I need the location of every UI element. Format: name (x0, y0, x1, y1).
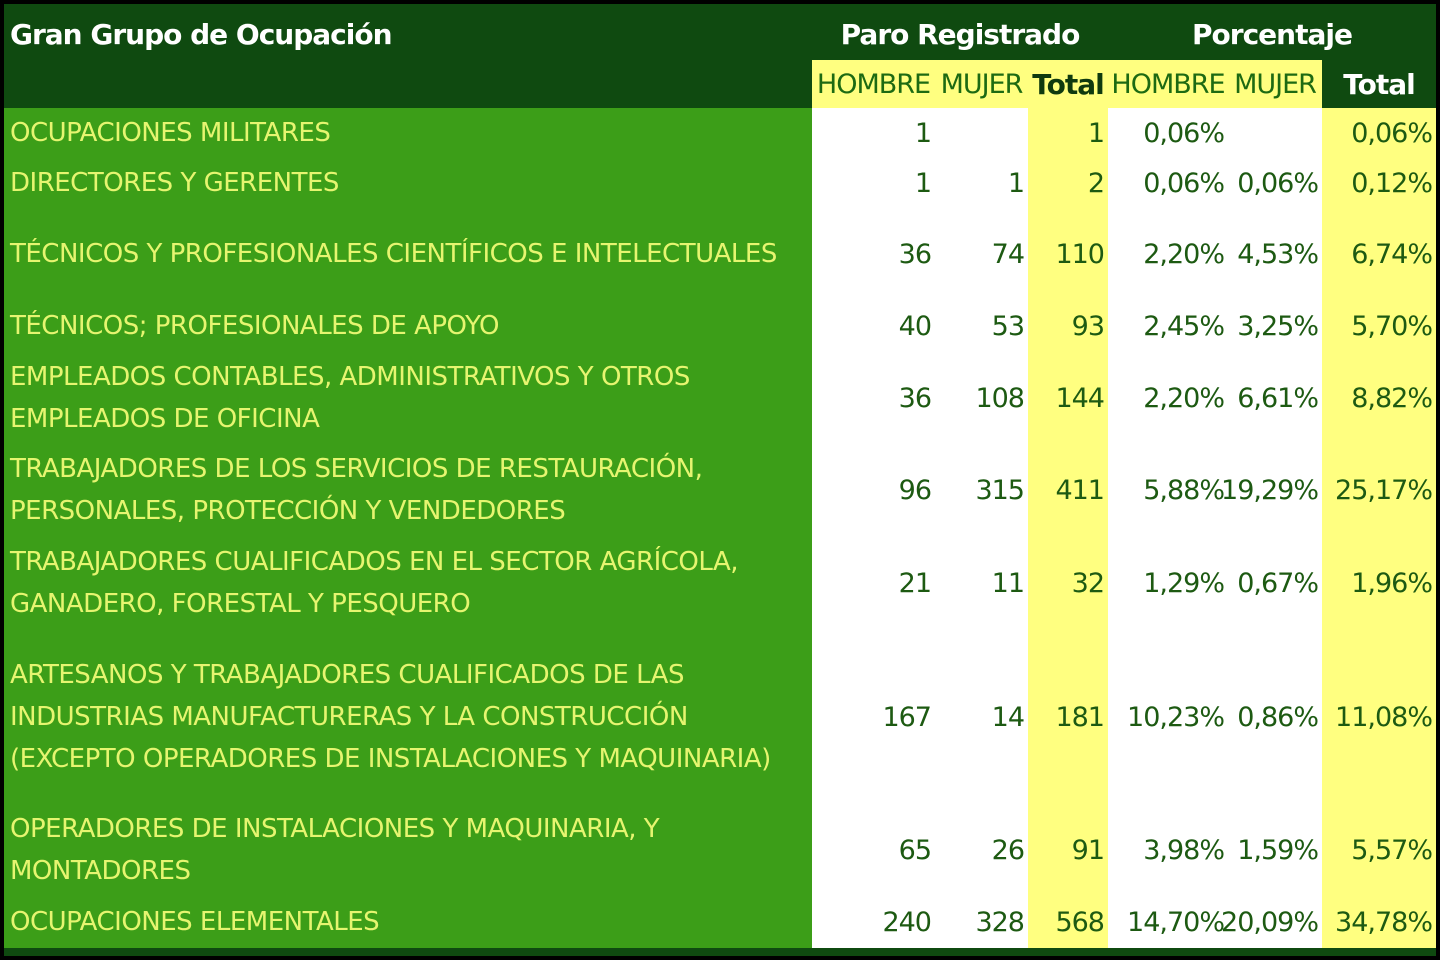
cell: 4,53% (1228, 208, 1322, 300)
cell (1228, 108, 1322, 158)
group-header: Porcentaje (1192, 17, 1353, 51)
row-label: OCUPACIONES ELEMENTALES (4, 896, 812, 948)
cell: 2 (1028, 158, 1108, 208)
cell: 10,23% (1108, 630, 1228, 804)
cell: 1 (935, 158, 1028, 208)
row-label: TRABAJADORES DE LOS SERVICIOS DE RESTAUR… (4, 444, 812, 536)
row-label: EMPLEADOS CONTABLES, ADMINISTRATIVOS Y O… (4, 352, 812, 444)
cell: 11,08% (1322, 630, 1436, 804)
cell: 315 (935, 444, 1028, 536)
cell: 20,09% (1221, 896, 1322, 948)
cell: 167 (812, 630, 935, 804)
cell: 0,06% (1108, 158, 1228, 208)
cell: 411 (1028, 444, 1108, 536)
cell: 1,29% (1108, 536, 1228, 630)
cell: 110 (1028, 208, 1108, 300)
row-label: OCUPACIONES MILITARES (4, 108, 812, 158)
column-header: Total (1343, 67, 1416, 101)
cell: 3,98% (1108, 804, 1228, 896)
cell: 144 (1028, 352, 1108, 444)
cell: 328 (935, 896, 1028, 948)
cell: 2,20% (1108, 208, 1228, 300)
title: Gran Grupo de Ocupación (10, 17, 393, 51)
column-header: MUJER (1228, 60, 1322, 108)
cell: 0,86% (1228, 630, 1322, 804)
cell: 21 (812, 536, 935, 630)
cell (935, 108, 1028, 158)
cell: 34,78% (1322, 896, 1436, 948)
cell: 96 (812, 444, 935, 536)
cell: 19,29% (1221, 444, 1322, 536)
cell: 0,06% (1108, 108, 1228, 158)
column-header: HOMBRE (1108, 60, 1228, 108)
cell: 26 (935, 804, 1028, 896)
cell: 240 (812, 896, 935, 948)
cell: 91 (1028, 804, 1108, 896)
cell: 0,67% (1228, 536, 1322, 630)
cell: 5,70% (1322, 300, 1436, 352)
cell: 2,45% (1108, 300, 1228, 352)
row-label: TÉCNICOS Y PROFESIONALES CIENTÍFICOS E I… (4, 208, 812, 300)
cell: 1 (812, 108, 935, 158)
cell: 32 (1028, 536, 1108, 630)
cell: 93 (1028, 300, 1108, 352)
cell: 14 (935, 630, 1028, 804)
column-header: Total (1028, 60, 1108, 108)
cell: 14,70% (1108, 896, 1228, 948)
cell: 74 (935, 208, 1028, 300)
cell: 5,88% (1108, 444, 1228, 536)
row-label: ARTESANOS Y TRABAJADORES CUALIFICADOS DE… (4, 630, 812, 804)
cell: 6,74% (1322, 208, 1436, 300)
cell: 65 (812, 804, 935, 896)
cell: 1,96% (1322, 536, 1436, 630)
cell: 568 (1028, 896, 1108, 948)
cell: 53 (935, 300, 1028, 352)
cell: 1,59% (1228, 804, 1322, 896)
cell: 0,06% (1322, 108, 1436, 158)
cell: 5,57% (1322, 804, 1436, 896)
row-label: OPERADORES DE INSTALACIONES Y MAQUINARIA… (4, 804, 812, 896)
cell: 1 (1028, 108, 1108, 158)
cell: 0,06% (1228, 158, 1322, 208)
cell: 36 (812, 352, 935, 444)
cell: 11 (935, 536, 1028, 630)
cell: 2,20% (1108, 352, 1228, 444)
cell: 25,17% (1322, 444, 1436, 536)
cell: 36 (812, 208, 935, 300)
row-label: TÉCNICOS; PROFESIONALES DE APOYO (4, 300, 812, 352)
cell: 0,12% (1322, 158, 1436, 208)
cell: 6,61% (1228, 352, 1322, 444)
column-header: MUJER (935, 60, 1028, 108)
cell: 181 (1028, 630, 1108, 804)
column-header: HOMBRE (812, 60, 935, 108)
row-label: TRABAJADORES CUALIFICADOS EN EL SECTOR A… (4, 536, 812, 630)
cell: 8,82% (1322, 352, 1436, 444)
cell: 108 (935, 352, 1028, 444)
row-label: DIRECTORES Y GERENTES (4, 158, 812, 208)
group-header: Paro Registrado (840, 17, 1081, 51)
cell: 3,25% (1228, 300, 1322, 352)
cell: 40 (812, 300, 935, 352)
cell: 1 (812, 158, 935, 208)
